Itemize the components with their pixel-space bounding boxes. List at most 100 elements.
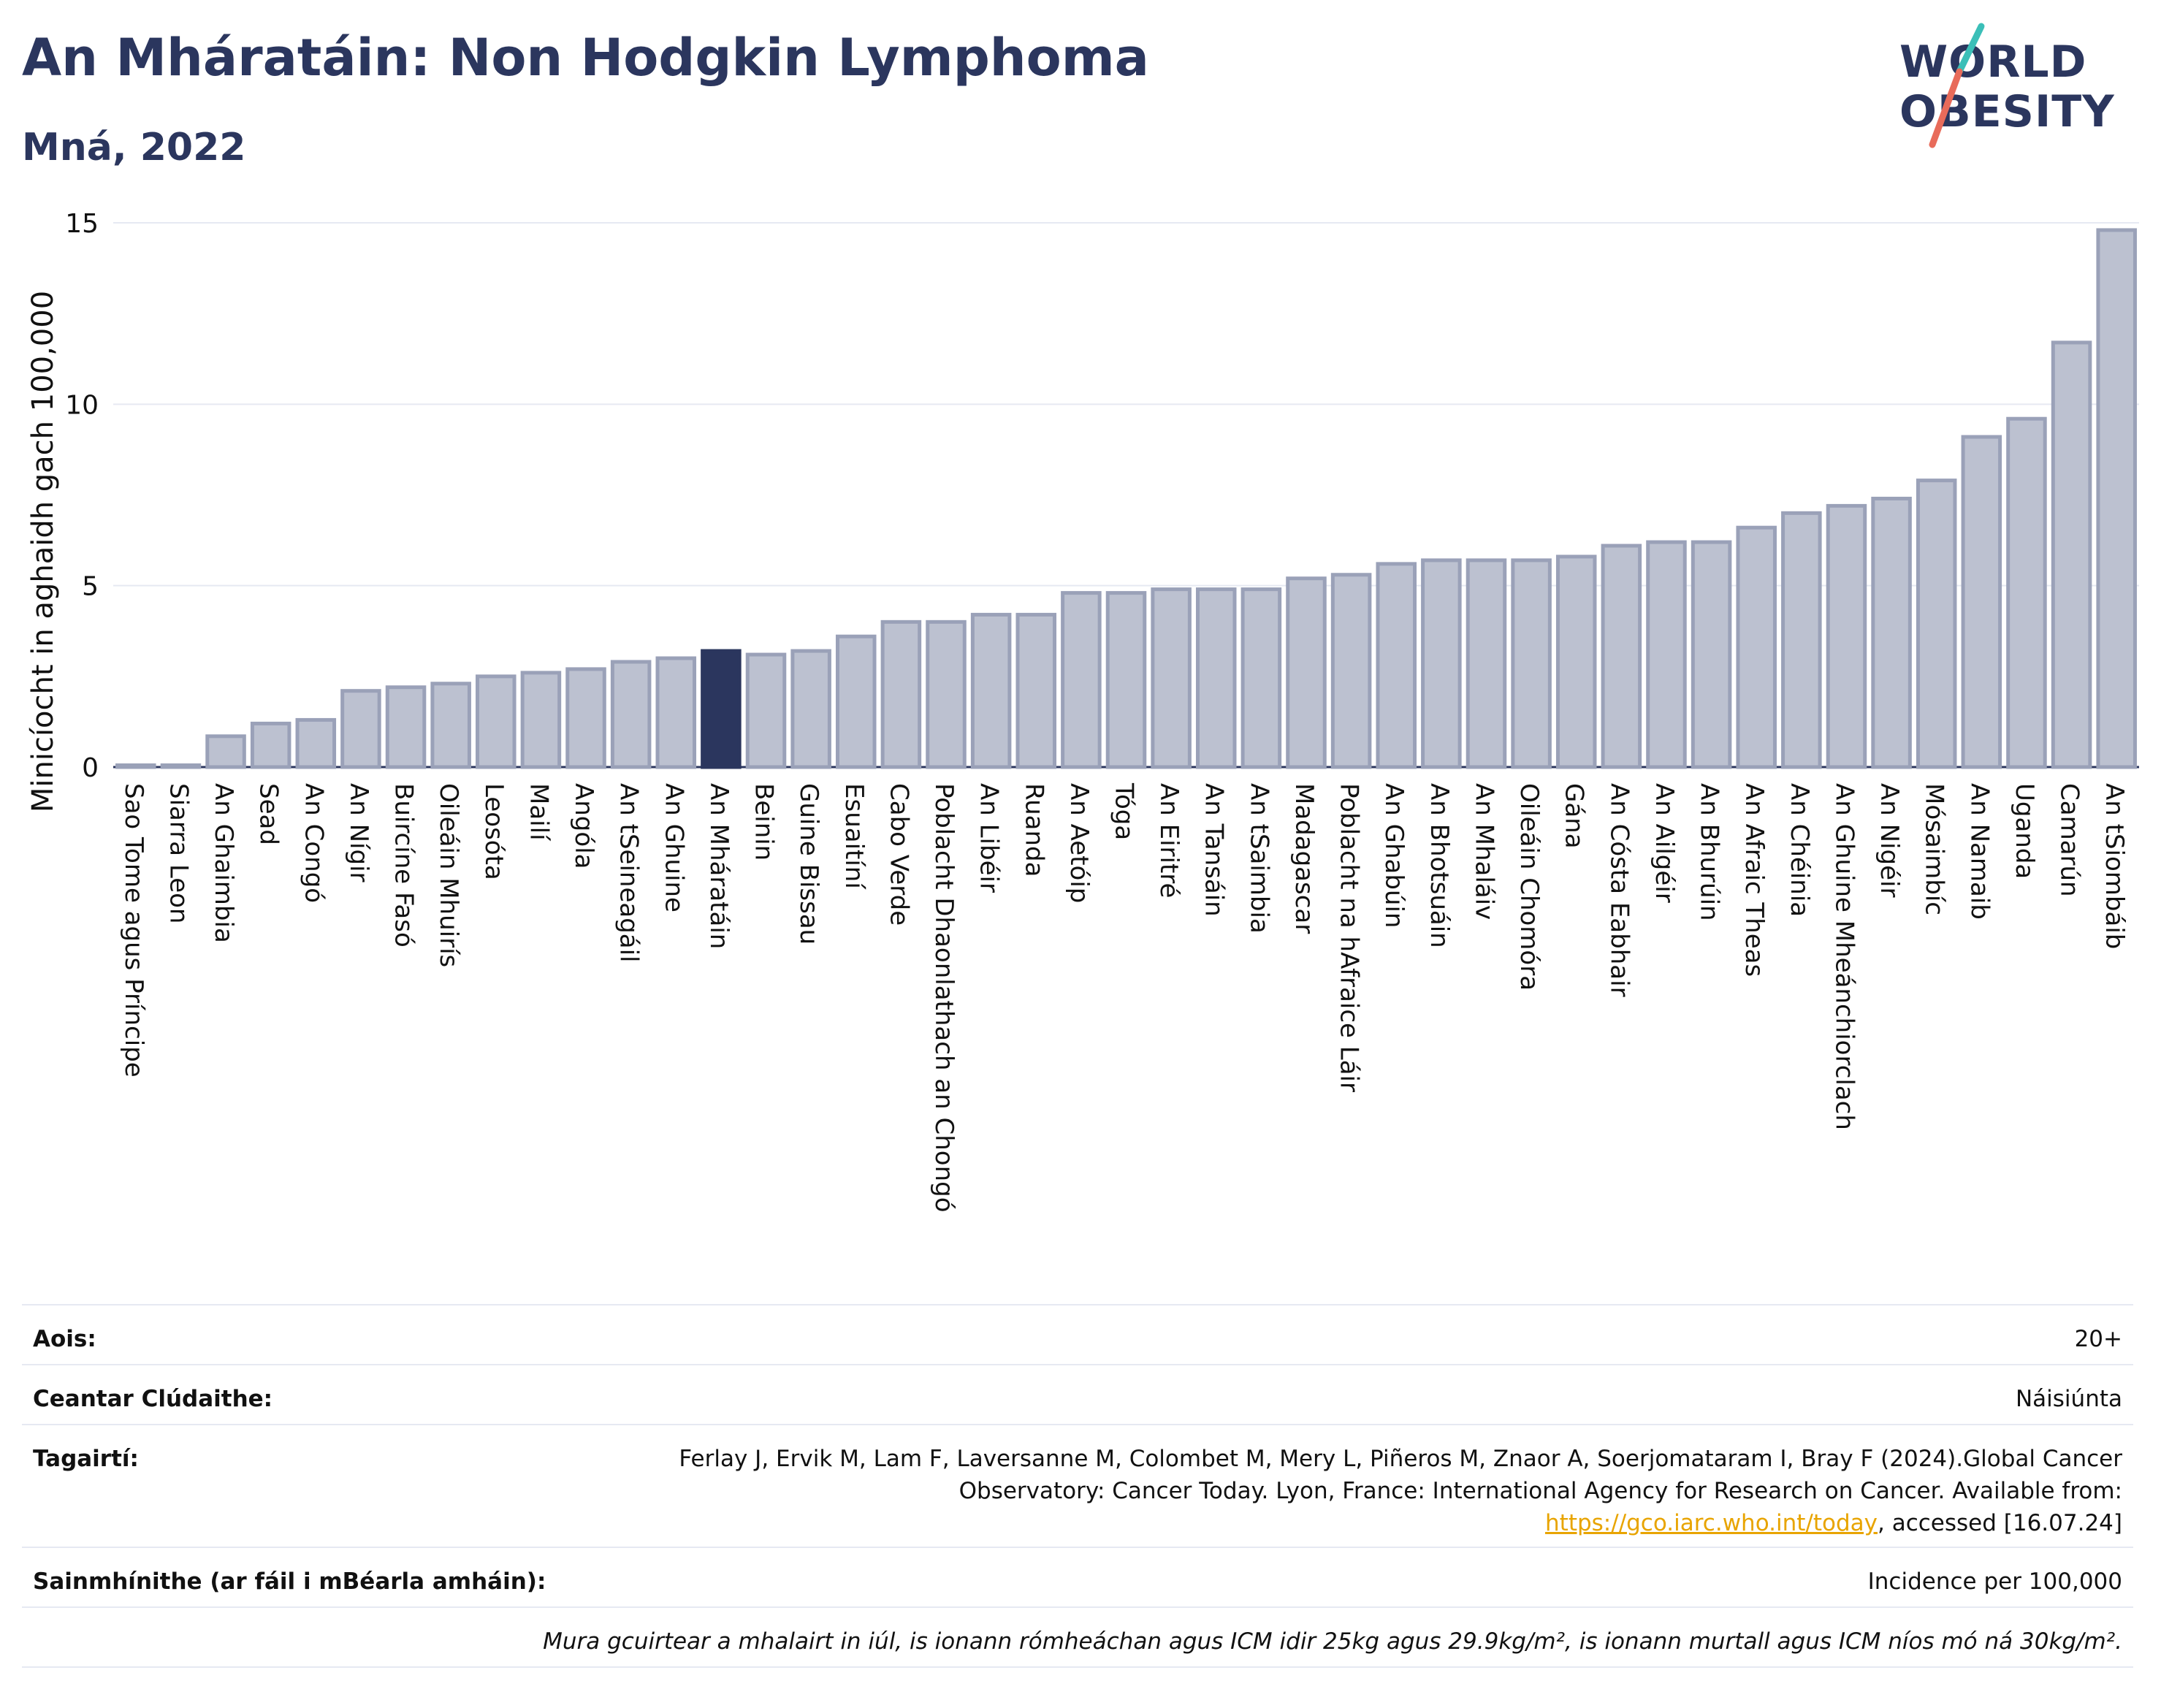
age-label: Aois: (33, 1326, 96, 1352)
bar[interactable] (880, 619, 922, 769)
bar[interactable] (1466, 558, 1507, 769)
bar[interactable] (610, 660, 652, 769)
x-tick-label: An Nígir (344, 783, 373, 882)
bar[interactable] (970, 612, 1012, 769)
info-row-references: Tagairtí: Ferlay J, Ervik M, Lam F, Lave… (22, 1424, 2133, 1548)
x-tick-label: An tSiombáib (2100, 783, 2129, 949)
y-tick-label: 15 (65, 209, 99, 239)
x-tick-label: An Ghaimbia (209, 783, 238, 943)
bar[interactable] (1015, 612, 1057, 769)
bar[interactable] (2096, 228, 2137, 769)
x-tick-label: An Libéir (975, 783, 1004, 893)
page-subtitle: Mná, 2022 (22, 126, 246, 169)
x-tick-label: Sao Tome agus Príncipe (119, 783, 148, 1078)
x-tick-label: An Nigéir (1875, 783, 1904, 897)
bar[interactable] (565, 667, 606, 769)
bar[interactable] (430, 682, 471, 769)
bar[interactable] (1646, 540, 1687, 769)
area-label: Ceantar Clúdaithe: (33, 1386, 273, 1412)
x-tick-label: Beinin (750, 783, 779, 861)
info-row-age: Aois: 20+ (22, 1304, 2133, 1365)
y-tick-label: 5 (82, 572, 99, 602)
bar[interactable] (2051, 340, 2092, 769)
x-tick-label: Oileáin Chomóra (1514, 783, 1544, 991)
bar[interactable] (1871, 496, 1912, 769)
bar[interactable] (1961, 435, 2002, 769)
x-tick-label: An tSaimbia (1244, 783, 1273, 934)
x-tick-label: Tóga (1110, 782, 1139, 840)
bar[interactable] (520, 671, 562, 769)
logo-text-world: WORLD (1899, 37, 2087, 88)
bar[interactable] (745, 652, 787, 769)
bar[interactable] (1826, 503, 1867, 769)
references-text: Ferlay J, Ervik M, Lam F, Laversanne M, … (661, 1443, 2122, 1539)
bar[interactable] (926, 619, 967, 769)
bar[interactable] (115, 763, 156, 769)
x-tick-label: Leosóta (479, 783, 508, 880)
x-tick-label: Angóla (569, 783, 598, 869)
bar[interactable] (160, 763, 202, 769)
bar[interactable] (1061, 591, 1102, 769)
y-tick-labels: 0 5 10 15 (65, 209, 99, 783)
bar[interactable] (205, 734, 246, 769)
bar[interactable] (1691, 540, 1732, 769)
x-tick-label: Guine Bissau (794, 783, 823, 945)
x-tick-label: Camarún (2055, 783, 2084, 897)
bar[interactable] (1781, 511, 1822, 769)
area-value: Náisiúnta (2015, 1386, 2122, 1412)
x-tick-label: An Aetóip (1064, 783, 1094, 903)
x-tick-label: An Tansáin (1200, 783, 1229, 917)
x-tick-label: Ruanda (1019, 783, 1048, 877)
bar[interactable] (340, 689, 381, 769)
x-tick-label: An Ghuine Mheánchiorclach (1829, 783, 1859, 1130)
info-row-note: Mura gcuirtear a mhalairt in iúl, is ion… (22, 1606, 2133, 1668)
bar[interactable] (1195, 587, 1237, 769)
references-text-part2: , accessed [16.07.24] (1877, 1510, 2122, 1536)
y-tick-label: 0 (82, 753, 99, 783)
references-link[interactable]: https://gco.iarc.who.int/today (1545, 1510, 1878, 1536)
x-tick-label: An Ailgéir (1650, 783, 1679, 903)
bar-chart: 0 5 10 15 Sao Tome agus Príncipe Siarra Leon… (26, 209, 2139, 1213)
bar[interactable] (250, 721, 291, 769)
bar[interactable] (1916, 479, 1957, 769)
bar[interactable] (1286, 576, 1327, 769)
bar[interactable] (1151, 587, 1192, 769)
x-tick-label: Uganda (2010, 783, 2039, 879)
bar[interactable] (1240, 587, 1282, 769)
x-tick-label: An Chéinia (1785, 783, 1814, 917)
bar[interactable] (295, 717, 337, 769)
age-value: 20+ (2074, 1326, 2122, 1352)
x-tick-label: An Ghuine (659, 783, 688, 912)
bar[interactable] (1421, 558, 1462, 769)
bar[interactable] (1511, 558, 1552, 769)
bar[interactable] (1330, 573, 1372, 769)
footnote: Mura gcuirtear a mhalairt in iúl, is ion… (543, 1628, 2122, 1655)
x-tick-label: An tSeineagáil (614, 783, 644, 963)
bar[interactable] (701, 649, 742, 769)
y-axis-label: Minicíocht in aghaidh gach 100,000 (26, 291, 60, 812)
x-tick-label: Poblacht Dhaonlathach an Chongó (929, 783, 958, 1213)
x-tick-label: An Ghabúin (1379, 783, 1409, 928)
bar[interactable] (1736, 525, 1777, 769)
x-tick-label: Oileáin Mhuirís (434, 783, 463, 967)
bar[interactable] (790, 649, 831, 769)
bar[interactable] (385, 685, 427, 769)
x-tick-label: An Congó (299, 783, 328, 903)
x-tick-label: Mailí (524, 783, 553, 842)
x-tick-label: An Mhaláiv (1469, 783, 1498, 920)
bar[interactable] (476, 674, 517, 769)
page-title: An Mháratáin: Non Hodgkin Lymphoma (22, 28, 1149, 88)
x-tick-label: An Afraic Theas (1739, 783, 1769, 977)
bar[interactable] (2006, 416, 2047, 769)
bar[interactable] (1105, 591, 1147, 769)
references-text-part1: Ferlay J, Ervik M, Lam F, Laversanne M, … (679, 1446, 2122, 1504)
bar[interactable] (1555, 554, 1597, 769)
info-row-definitions: Sainmhínithe (ar fáil i mBéarla amháin):… (22, 1547, 2133, 1608)
world-obesity-logo: WORLD OBESITY (1899, 20, 2141, 159)
bar[interactable] (1376, 562, 1417, 769)
definitions-label: Sainmhínithe (ar fáil i mBéarla amháin): (33, 1568, 546, 1595)
bar[interactable] (1601, 544, 1642, 769)
bar[interactable] (655, 656, 697, 769)
x-tick-label: An Bhotsuáin (1425, 783, 1454, 948)
bar[interactable] (836, 634, 877, 769)
